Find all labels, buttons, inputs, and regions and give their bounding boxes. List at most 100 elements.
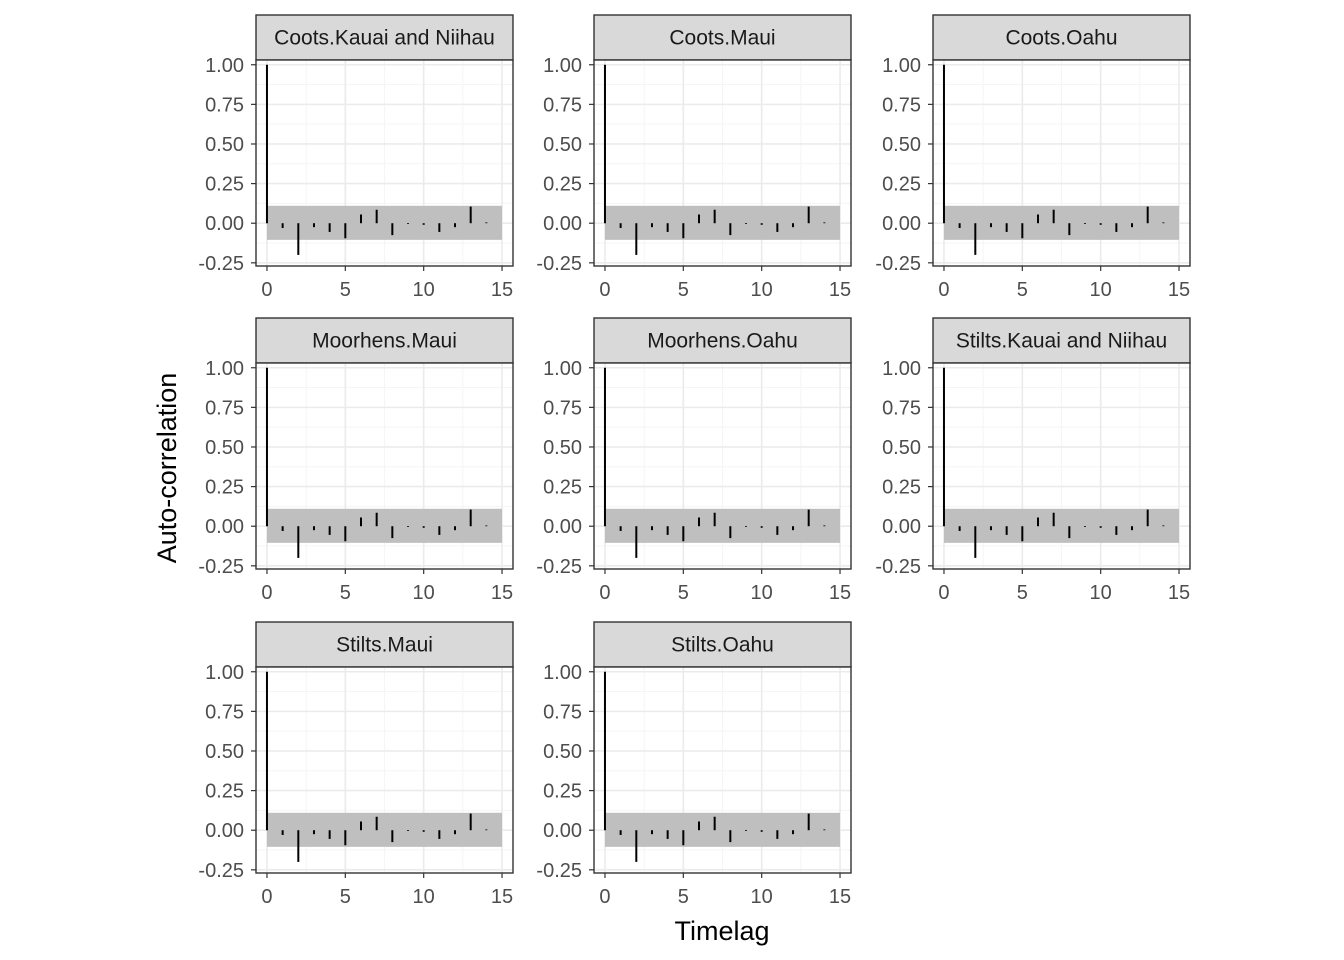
confidence-band <box>604 508 841 543</box>
panel-border <box>932 362 1191 570</box>
y-tick-label: 0.75 <box>882 94 921 116</box>
facet-strip-label: Stilts.Oahu <box>671 634 774 657</box>
facet-strip-label: Stilts.Maui <box>336 634 433 657</box>
x-tick-label: 15 <box>829 582 851 604</box>
y-tick-label: -0.25 <box>536 860 582 882</box>
facet-strip <box>255 621 514 668</box>
y-tick-label: 0.25 <box>543 477 582 499</box>
y-tick-label: 0.75 <box>205 397 244 419</box>
x-axis-title: Timelag <box>674 916 769 946</box>
x-tick-label: 15 <box>1168 582 1190 604</box>
facet-panel: Coots.Maui -0.25 0.00 0.25 0.50 0.75 1.00 0 5 10 1… <box>536 14 852 301</box>
y-tick-label: 0.25 <box>543 174 582 196</box>
y-tick-label: 0.50 <box>543 437 582 459</box>
x-tick-label: 10 <box>413 886 435 908</box>
facet-strip <box>255 14 514 61</box>
y-tick-label: 0.75 <box>543 94 582 116</box>
y-tick-label: 0.00 <box>543 820 582 842</box>
y-tick-label: -0.25 <box>536 253 582 275</box>
x-tick-label: 5 <box>678 886 689 908</box>
facet-strip <box>593 621 852 668</box>
x-tick-label: 5 <box>340 582 351 604</box>
y-tick-label: 1.00 <box>543 358 582 380</box>
y-tick-label: 0.75 <box>543 701 582 723</box>
y-tick-label: 0.75 <box>882 397 921 419</box>
facet-strip-label: Coots.Oahu <box>1005 27 1117 50</box>
panel-border <box>255 666 514 874</box>
y-tick-label: 0.00 <box>543 213 582 235</box>
y-tick-label: 0.00 <box>543 516 582 538</box>
y-tick-label: 0.25 <box>205 174 244 196</box>
panel-border <box>593 666 852 874</box>
x-tick-label: 5 <box>1017 279 1028 301</box>
panel-border <box>593 362 852 570</box>
facet-strip-label: Coots.Kauai and Niihau <box>274 27 495 50</box>
facet-panels: Coots.Kauai and Niihau -0.25 0.00 0.25 0.50 0… <box>198 14 1191 908</box>
y-tick-label: 0.25 <box>205 781 244 803</box>
facet-strip <box>932 14 1191 61</box>
x-tick-label: 0 <box>938 582 949 604</box>
y-tick-label: 0.75 <box>543 397 582 419</box>
x-tick-label: 0 <box>938 279 949 301</box>
x-tick-label: 10 <box>1090 582 1112 604</box>
y-tick-label: 1.00 <box>882 55 921 77</box>
facet-strip-label: Moorhens.Maui <box>312 330 457 353</box>
facet-strip <box>255 317 514 364</box>
y-tick-label: 0.50 <box>205 134 244 156</box>
x-tick-label: 0 <box>599 279 610 301</box>
y-tick-label: 0.75 <box>205 94 244 116</box>
confidence-band <box>266 205 503 240</box>
confidence-band <box>943 508 1180 543</box>
x-tick-label: 15 <box>491 582 513 604</box>
y-tick-label: 1.00 <box>882 358 921 380</box>
panel-border <box>255 59 514 267</box>
y-tick-label: 0.00 <box>205 516 244 538</box>
confidence-band <box>266 508 503 543</box>
x-tick-label: 5 <box>1017 582 1028 604</box>
y-tick-label: -0.25 <box>875 253 921 275</box>
facet-panel: Stilts.Oahu -0.25 0.00 0.25 0.50 0.75 1.00 0 5 10… <box>536 621 852 908</box>
y-tick-label: -0.25 <box>875 556 921 578</box>
panel-border <box>932 59 1191 267</box>
x-tick-label: 10 <box>751 279 773 301</box>
y-tick-label: -0.25 <box>198 253 244 275</box>
facet-strip <box>593 317 852 364</box>
x-tick-label: 15 <box>1168 279 1190 301</box>
y-tick-label: 0.75 <box>205 701 244 723</box>
y-tick-label: 0.25 <box>882 174 921 196</box>
x-tick-label: 0 <box>599 886 610 908</box>
y-tick-label: 1.00 <box>543 662 582 684</box>
facet-strip-label: Moorhens.Oahu <box>647 330 798 353</box>
y-axis-title: Auto-correlation <box>152 373 182 564</box>
x-tick-label: 15 <box>491 886 513 908</box>
y-tick-label: 1.00 <box>205 55 244 77</box>
facet-strip-label: Coots.Maui <box>669 27 775 50</box>
y-tick-label: -0.25 <box>198 860 244 882</box>
facet-strip-label: Stilts.Kauai and Niihau <box>956 330 1167 353</box>
x-tick-label: 10 <box>413 279 435 301</box>
y-tick-label: 1.00 <box>205 662 244 684</box>
confidence-band <box>604 205 841 240</box>
facet-strip <box>932 317 1191 364</box>
facet-panel: Stilts.Maui -0.25 0.00 0.25 0.50 0.75 1.00 0 5 10… <box>198 621 514 908</box>
facet-panel: Moorhens.Oahu -0.25 0.00 0.25 0.50 0.75 1.00 0 5… <box>536 317 852 604</box>
confidence-band <box>266 812 503 847</box>
x-tick-label: 0 <box>261 886 272 908</box>
x-tick-label: 5 <box>340 279 351 301</box>
y-tick-label: 1.00 <box>205 358 244 380</box>
y-tick-label: 0.00 <box>882 516 921 538</box>
facet-panel: Stilts.Kauai and Niihau -0.25 0.00 0.25 0.50… <box>875 317 1191 604</box>
y-tick-label: 0.50 <box>205 437 244 459</box>
x-tick-label: 15 <box>829 886 851 908</box>
x-tick-label: 10 <box>413 582 435 604</box>
y-tick-label: 0.50 <box>882 437 921 459</box>
x-tick-label: 5 <box>340 886 351 908</box>
facet-panel: Moorhens.Maui -0.25 0.00 0.25 0.50 0.75 1.00 0 5… <box>198 317 514 604</box>
panel-border <box>593 59 852 267</box>
x-tick-label: 5 <box>678 582 689 604</box>
confidence-band <box>943 205 1180 240</box>
x-tick-label: 5 <box>678 279 689 301</box>
x-tick-label: 15 <box>829 279 851 301</box>
facet-strip <box>593 14 852 61</box>
